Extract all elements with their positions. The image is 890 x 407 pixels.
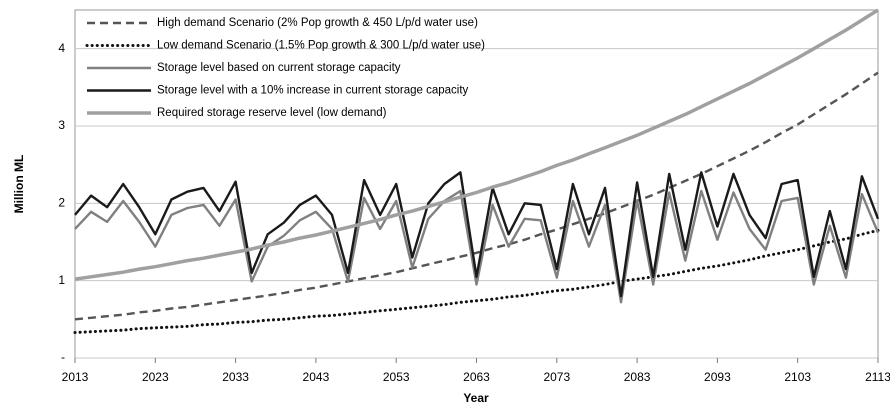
series-line [74,189,880,304]
y-tick-label: - [61,350,65,364]
y-tick-label: 2 [58,196,65,210]
series-line [73,228,880,334]
series-line [74,71,879,321]
x-tick-label: 2043 [303,370,330,384]
y-axis-label: Million ML [12,155,26,214]
legend-label: Required storage reserve level (low dema… [157,107,387,119]
series-line [74,8,879,281]
x-tick-label: 2033 [222,370,249,384]
y-tick-label: 4 [58,41,65,55]
y-tick-label: 3 [58,118,65,132]
legend-label: Storage level with a 10% increase in cur… [157,85,469,97]
x-tick-label: 2103 [784,370,811,384]
legend-label: Storage level based on current storage c… [157,62,401,74]
y-tick-label: 1 [58,273,65,287]
x-tick-label: 2083 [624,370,651,384]
x-tick-label: 2093 [704,370,731,384]
legend-label: Low demand Scenario (1.5% Pop growth & 3… [157,40,485,52]
x-tick-label: 2013 [62,370,89,384]
x-axis-label: Year [463,391,489,405]
legend-label: High demand Scenario (2% Pop growth & 45… [157,17,478,29]
x-tick-label: 2113 [865,370,890,384]
x-tick-label: 2073 [543,370,570,384]
x-tick-label: 2053 [383,370,410,384]
x-tick-label: 2023 [142,370,169,384]
x-tick-label: 2063 [463,370,490,384]
series-line [74,171,880,298]
